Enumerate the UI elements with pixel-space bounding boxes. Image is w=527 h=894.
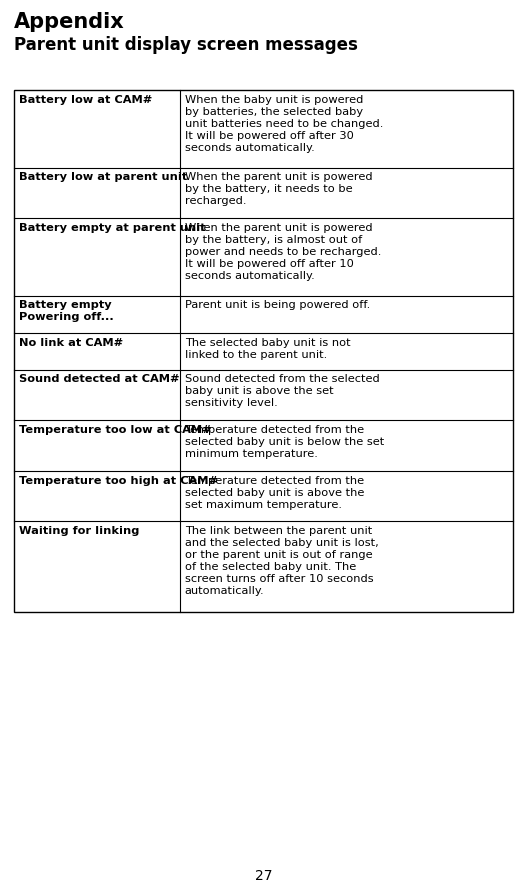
Text: Parent unit display screen messages: Parent unit display screen messages	[14, 36, 358, 54]
Text: Temperature detected from the
selected baby unit is below the set
minimum temper: Temperature detected from the selected b…	[184, 425, 384, 459]
Text: Temperature detected from the
selected baby unit is above the
set maximum temper: Temperature detected from the selected b…	[184, 476, 364, 510]
Text: Battery empty
Powering off...: Battery empty Powering off...	[19, 300, 114, 323]
Text: 27: 27	[255, 869, 272, 883]
Text: No link at CAM#: No link at CAM#	[19, 338, 123, 348]
Text: Temperature too high at CAM#: Temperature too high at CAM#	[19, 476, 218, 485]
Text: When the baby unit is powered
by batteries, the selected baby
unit batteries nee: When the baby unit is powered by batteri…	[184, 95, 383, 153]
Text: Waiting for linking: Waiting for linking	[19, 526, 139, 536]
Text: When the parent unit is powered
by the battery, it needs to be
recharged.: When the parent unit is powered by the b…	[184, 173, 372, 207]
Bar	[14, 90, 513, 612]
Text: The link between the parent unit
and the selected baby unit is lost,
or the pare: The link between the parent unit and the…	[184, 526, 378, 596]
Text: Battery low at parent unit: Battery low at parent unit	[19, 173, 187, 182]
Text: Sound detected at CAM#: Sound detected at CAM#	[19, 375, 180, 384]
Text: Battery low at CAM#: Battery low at CAM#	[19, 95, 152, 105]
Text: When the parent unit is powered
by the battery, is almost out of
power and needs: When the parent unit is powered by the b…	[184, 223, 381, 281]
Text: Sound detected from the selected
baby unit is above the set
sensitivity level.: Sound detected from the selected baby un…	[184, 375, 379, 409]
Text: Battery empty at parent unit: Battery empty at parent unit	[19, 223, 206, 233]
Text: Temperature too low at CAM#: Temperature too low at CAM#	[19, 425, 212, 435]
Text: Appendix: Appendix	[14, 12, 125, 32]
Text: Parent unit is being powered off.: Parent unit is being powered off.	[184, 300, 370, 310]
Text: The selected baby unit is not
linked to the parent unit.: The selected baby unit is not linked to …	[184, 338, 350, 359]
